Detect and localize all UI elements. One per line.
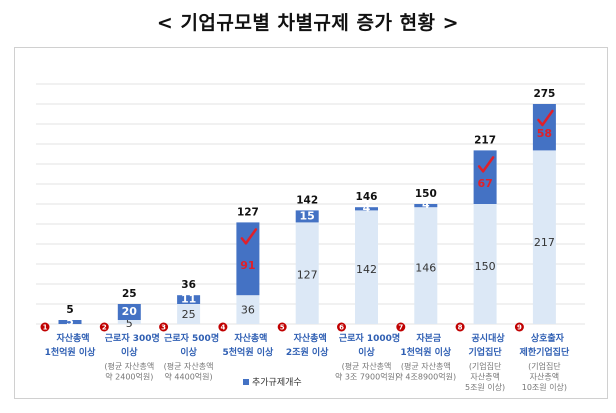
bar-base-segment (236, 295, 260, 324)
data-label-total: 217 (474, 134, 496, 146)
category-number: 5 (280, 324, 285, 332)
checkmark-icon (240, 228, 258, 245)
data-label-base: 5 (126, 317, 133, 330)
data-label-added: 15 (300, 209, 315, 222)
category-sublabel: 약 2400억원) (105, 372, 153, 382)
bar-added-segment (58, 320, 82, 324)
category-sublabel: 약 3조 7900억원) (335, 372, 398, 382)
data-label-base: 25 (182, 308, 196, 321)
bar-added-segment (473, 150, 497, 204)
bar-added-segment (117, 304, 141, 320)
category-number: 7 (398, 324, 403, 332)
data-label-total: 142 (296, 194, 318, 206)
category-label: 자본금 (416, 332, 442, 344)
data-label-total: 127 (237, 206, 259, 218)
data-label-base: 142 (356, 263, 377, 276)
category-number: 8 (458, 324, 463, 332)
data-label-total: 146 (356, 191, 378, 203)
category-sublabel: 5조원 이상) (465, 382, 505, 392)
category-sublabel: 약 4400억원) (165, 372, 213, 382)
bar-added-segment (177, 295, 201, 304)
category-label: 상호출자 (531, 332, 565, 344)
bar-base-segment (177, 304, 201, 324)
category-sublabel: 10조원 이상) (522, 382, 567, 392)
category-label: 자산총액 (56, 332, 89, 344)
category-sublabel: (평균 자산총액 (164, 361, 214, 371)
legend-swatch (243, 379, 249, 385)
bar-base-segment (355, 210, 378, 324)
chart-title: < 기업규모별 차별규제 증가 현황 > (156, 12, 460, 34)
data-label-added: 11 (181, 293, 196, 306)
category-label: 근로자 300명 (105, 332, 160, 344)
category-label: 이상 (121, 346, 138, 358)
number-badge-icon (396, 322, 406, 332)
data-label-added: 4 (363, 201, 371, 214)
category-label: 5천억원 이상 (223, 346, 275, 358)
data-label-base: 217 (534, 236, 555, 249)
category-label: 제한기업집단 (520, 346, 570, 358)
category-number: 4 (220, 324, 225, 332)
category-sublabel: 약 4조8900억원) (396, 372, 457, 382)
category-number: 1 (43, 324, 48, 332)
category-label: 1천억원 이상 (400, 346, 452, 358)
category-sublabel: (기업집단 (469, 361, 502, 371)
number-badge-icon (218, 322, 228, 332)
bar-base-segment (117, 320, 141, 324)
bar-base-segment (532, 150, 556, 324)
data-label-total: 150 (415, 188, 437, 200)
category-sublabel: (평균 자산총액 (401, 361, 451, 371)
data-label-total: 275 (533, 88, 555, 100)
category-sublabel: (기업집단 (528, 361, 561, 371)
bar-base-segment (295, 222, 319, 324)
category-sublabel: (평균 자산총액 (342, 361, 392, 371)
number-badge-icon (337, 322, 346, 332)
number-badge-icon (277, 322, 287, 332)
category-label: 근로자 1000명 (339, 332, 400, 344)
number-badge-icon (99, 322, 109, 332)
data-label-added: 67 (477, 177, 492, 190)
category-label: 이상 (180, 346, 197, 358)
chart-frame (14, 47, 608, 399)
number-badge-icon (159, 322, 169, 332)
category-number: 6 (339, 324, 344, 332)
category-label: 이상 (358, 346, 375, 358)
category-number: 2 (102, 324, 107, 332)
category-number: 3 (161, 324, 166, 332)
bar-added-segment (295, 210, 319, 223)
category-label: 기업집단 (469, 346, 503, 358)
legend-label: 추가규제개수 (252, 377, 302, 388)
category-number: 9 (517, 324, 522, 332)
data-label-added: 91 (240, 259, 255, 272)
data-label-added: 20 (122, 305, 138, 318)
data-label-total: 36 (181, 279, 196, 291)
data-label-base: 127 (297, 268, 318, 281)
data-label-total: 5 (66, 304, 73, 316)
number-badge-icon (455, 322, 465, 332)
data-label-base: 150 (475, 260, 496, 273)
data-label-added: 4 (422, 198, 430, 211)
category-label: 자산총액 (294, 332, 327, 344)
data-label-base: 146 (415, 261, 436, 274)
category-label: 공시대상 (472, 332, 506, 344)
category-label: 근로자 500명 (164, 332, 219, 344)
bar-added-segment (355, 207, 378, 211)
data-label-added: 58 (537, 127, 552, 140)
data-label-total: 25 (122, 288, 137, 300)
bar-base-segment (473, 204, 497, 324)
number-badge-icon (514, 322, 524, 332)
category-label: 1천억원 이상 (45, 346, 97, 358)
category-label: 2조원 이상 (286, 346, 329, 358)
category-sublabel: (평균 자산총액 (104, 361, 154, 371)
category-sublabel: 자산총액 (530, 372, 559, 382)
checkmark-icon (477, 156, 495, 173)
number-badge-icon (40, 322, 50, 332)
bar-base-segment (414, 207, 438, 324)
data-label-base: 36 (241, 304, 255, 317)
category-sublabel: 자산총액 (470, 372, 499, 382)
category-label: 자산총액 (234, 332, 267, 344)
data-label-added: 5 (66, 315, 74, 328)
checkmark-icon (537, 109, 554, 127)
bar-added-segment (414, 204, 438, 208)
